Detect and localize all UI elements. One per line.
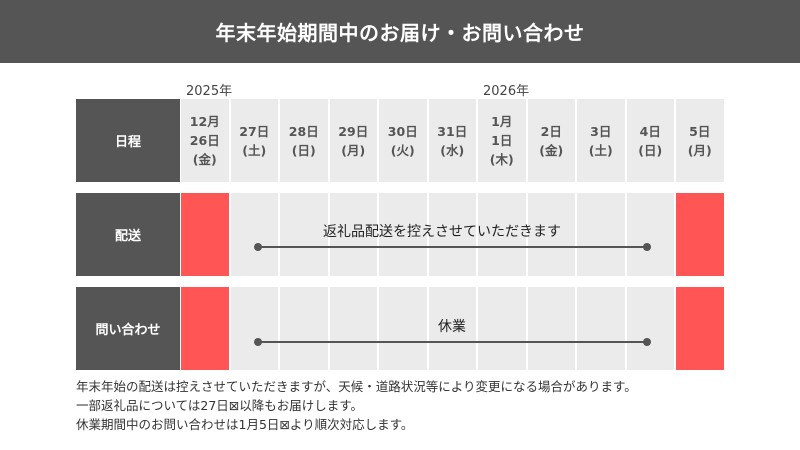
inquiry-cell [280,287,328,370]
closed-bar [258,341,647,343]
delivery-cell [527,193,575,276]
note-partial-delivery: 一部返礼品については27日⊠以降もお届けします。 [76,398,364,413]
schedule-header-row: 日程 12月 26日 (金) 27日 (土) 28日 (日) 29日 (月) 3… [76,99,724,182]
day-cell-jan5: 5日 (月) [676,99,724,182]
notes: 年末年始の配送は控えさせていただきますが、天候・道路状況等により変更になる場合が… [76,377,637,434]
day-cell-dec30: 30日 (火) [379,99,427,182]
delivery-cell [577,193,625,276]
schedule-label: 日程 [76,99,180,182]
inquiry-row: 問い合わせ 休業 [76,287,724,370]
delivery-row: 配送 返礼品配送を控えさせていただきます [76,193,724,276]
year-label-2025: 2025年 [186,84,233,99]
delivery-suspended-bar [258,246,647,248]
delivery-label: 配送 [76,193,180,276]
note-weather: 年末年始の配送は控えさせていただきますが、天候・道路状況等により変更になる場合が… [76,379,637,394]
note-inquiry-resume: 休業期間中のお問い合わせは1月5日⊠より順次対応します。 [76,417,414,432]
delivery-cell [478,193,526,276]
closed-label: 休業 [438,319,466,335]
inquiry-active-cell-end [676,287,724,370]
year-label-2026: 2026年 [483,84,530,99]
day-cell-jan2: 2日 (金) [527,99,575,182]
delivery-cell [626,193,674,276]
inquiry-cell [379,287,427,370]
inquiry-cell [527,287,575,370]
delivery-active-cell-start [181,193,229,276]
day-cell-jan1: 1月 1日 (木) [478,99,526,182]
bar-start-dot-icon [254,338,262,346]
day-cell-jan3: 3日 (土) [577,99,625,182]
delivery-cell [280,193,328,276]
inquiry-cell [428,287,476,370]
delivery-cell [230,193,278,276]
page-title: 年末年始期間中のお届け・お問い合わせ [215,21,585,45]
bar-start-dot-icon [254,243,262,251]
day-cell-dec31: 31日 (水) [428,99,476,182]
inquiry-cell [626,287,674,370]
day-cell-jan4: 4日 (日) [626,99,674,182]
bar-end-dot-icon [643,338,651,346]
inquiry-cell [577,287,625,370]
delivery-cell [428,193,476,276]
delivery-active-cell-end [676,193,724,276]
inquiry-active-cell-start [181,287,229,370]
inquiry-label: 問い合わせ [76,287,180,370]
inquiry-cell [329,287,377,370]
bar-end-dot-icon [643,243,651,251]
day-cell-dec27: 27日 (土) [230,99,278,182]
day-cell-dec28: 28日 (日) [280,99,328,182]
delivery-suspended-label: 返礼品配送を控えさせていただきます [323,224,561,240]
page-header: 年末年始期間中のお届け・お問い合わせ [0,0,800,63]
day-cell-dec29: 29日 (月) [329,99,377,182]
inquiry-cell [478,287,526,370]
delivery-cell [379,193,427,276]
inquiry-cell [230,287,278,370]
delivery-cell [329,193,377,276]
day-cell-dec26: 12月 26日 (金) [181,99,229,182]
